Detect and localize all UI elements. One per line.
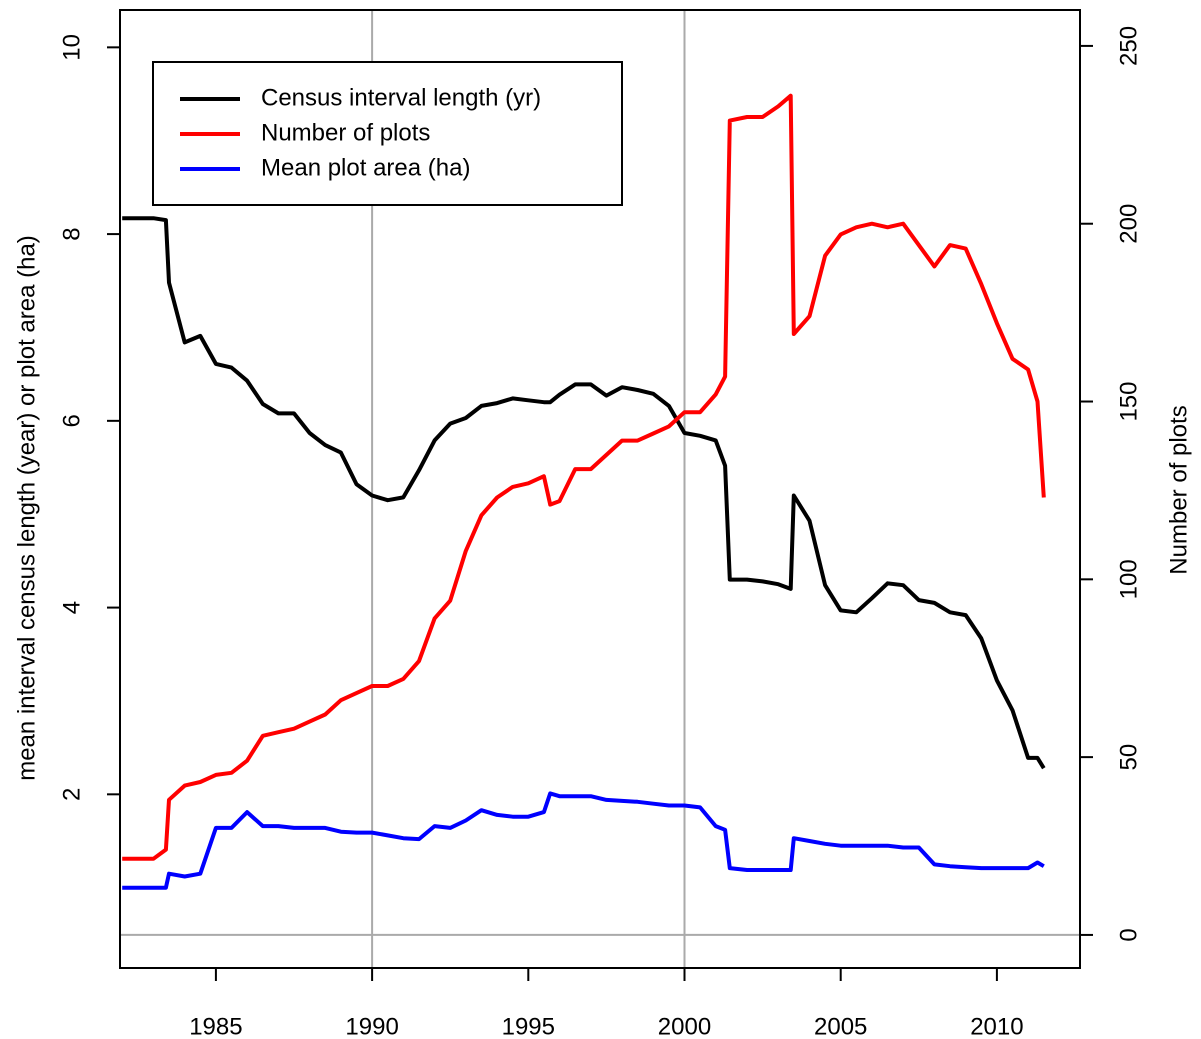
- legend-label: Census interval length (yr): [261, 84, 541, 111]
- x-tick-label: 2010: [970, 1013, 1023, 1039]
- y-tick-label: 2: [58, 788, 85, 801]
- legend-label: Mean plot area (ha): [261, 154, 470, 181]
- series-line: [122, 791, 1045, 890]
- y2-tick-label: 250: [1115, 26, 1142, 66]
- y2-tick-label: 50: [1115, 744, 1142, 771]
- y-tick-label: 4: [58, 601, 85, 614]
- y2-tick-label: 200: [1115, 204, 1142, 244]
- series-line: [122, 216, 1046, 770]
- y2-axis-title: Number of plots: [1165, 405, 1192, 574]
- y2-tick-label: 100: [1115, 559, 1142, 599]
- x-tick-label: 1985: [189, 1013, 242, 1039]
- x-tick-label: 2005: [814, 1013, 867, 1039]
- x-tick-label: 1995: [502, 1013, 555, 1039]
- x-tick-label: 2000: [658, 1013, 711, 1039]
- y-axis-title: mean interval census length (year) or pl…: [13, 235, 40, 781]
- legend-label: Number of plots: [261, 119, 430, 146]
- y2-tick-label: 150: [1115, 381, 1142, 421]
- series-line: [122, 93, 1046, 861]
- y-tick-label: 10: [58, 34, 85, 61]
- y2-tick-label: 0: [1115, 928, 1142, 941]
- y-tick-label: 8: [58, 227, 85, 240]
- y-tick-label: 6: [58, 414, 85, 427]
- x-tick-label: 1990: [345, 1013, 398, 1039]
